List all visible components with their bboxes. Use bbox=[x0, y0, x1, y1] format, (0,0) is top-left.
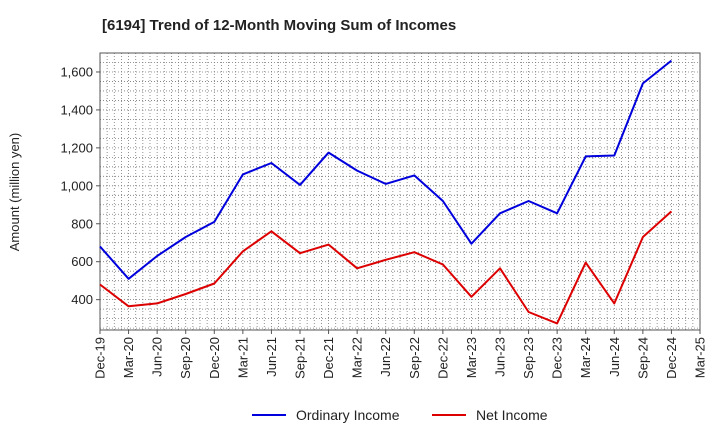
x-tick-label: Mar-21 bbox=[235, 337, 250, 378]
chart-title: [6194] Trend of 12-Month Moving Sum of I… bbox=[102, 17, 456, 34]
y-tick-label: 1,400 bbox=[60, 102, 93, 117]
legend: Ordinary Income Net Income bbox=[252, 407, 548, 423]
x-tick-label: Jun-20 bbox=[150, 337, 165, 377]
x-tick-label: Dec-19 bbox=[93, 337, 108, 379]
x-tick-label: Jun-24 bbox=[607, 337, 622, 377]
x-axis-ticks: Dec-19 Mar-20 Jun-20 Sep-20 Dec-20 Mar-21 Jun-… bbox=[93, 330, 708, 379]
x-tick-label: Sep-20 bbox=[178, 337, 193, 379]
x-tick-label: Dec-24 bbox=[664, 337, 679, 379]
x-tick-label: Sep-23 bbox=[521, 337, 536, 379]
plot-frame bbox=[99, 52, 701, 331]
grid-lines bbox=[100, 53, 700, 330]
x-tick-label: Mar-23 bbox=[464, 337, 479, 378]
legend-label: Net Income bbox=[476, 407, 548, 423]
x-tick-label: Mar-25 bbox=[693, 337, 708, 378]
y-tick-label: 800 bbox=[71, 216, 93, 231]
x-tick-label: Mar-22 bbox=[350, 337, 365, 378]
legend-label: Ordinary Income bbox=[296, 407, 400, 423]
x-tick-label: Sep-22 bbox=[407, 337, 422, 379]
y-axis-label: Amount (million yen) bbox=[7, 133, 22, 252]
y-axis-ticks: 400 600 800 1,000 1,200 1,400 1,600 bbox=[60, 64, 100, 307]
x-tick-label: Mar-20 bbox=[121, 337, 136, 378]
x-tick-label: Jun-22 bbox=[378, 337, 393, 377]
x-tick-label: Mar-24 bbox=[578, 337, 593, 378]
series-lines bbox=[99, 59, 673, 325]
x-tick-label: Jun-23 bbox=[493, 337, 508, 377]
y-tick-label: 1,000 bbox=[60, 178, 93, 193]
x-tick-label: Sep-21 bbox=[293, 337, 308, 379]
series-line-ordinary-income bbox=[99, 59, 673, 280]
y-tick-label: 400 bbox=[71, 292, 93, 307]
x-tick-label: Dec-20 bbox=[207, 337, 222, 379]
x-tick-label: Dec-22 bbox=[435, 337, 450, 379]
x-tick-label: Dec-21 bbox=[321, 337, 336, 379]
y-tick-label: 1,600 bbox=[60, 64, 93, 79]
y-tick-label: 600 bbox=[71, 254, 93, 269]
y-tick-label: 1,200 bbox=[60, 140, 93, 155]
x-tick-label: Sep-24 bbox=[635, 337, 650, 379]
x-tick-label: Jun-21 bbox=[264, 337, 279, 377]
series-line-net-income bbox=[99, 210, 673, 325]
x-tick-label: Dec-23 bbox=[550, 337, 565, 379]
